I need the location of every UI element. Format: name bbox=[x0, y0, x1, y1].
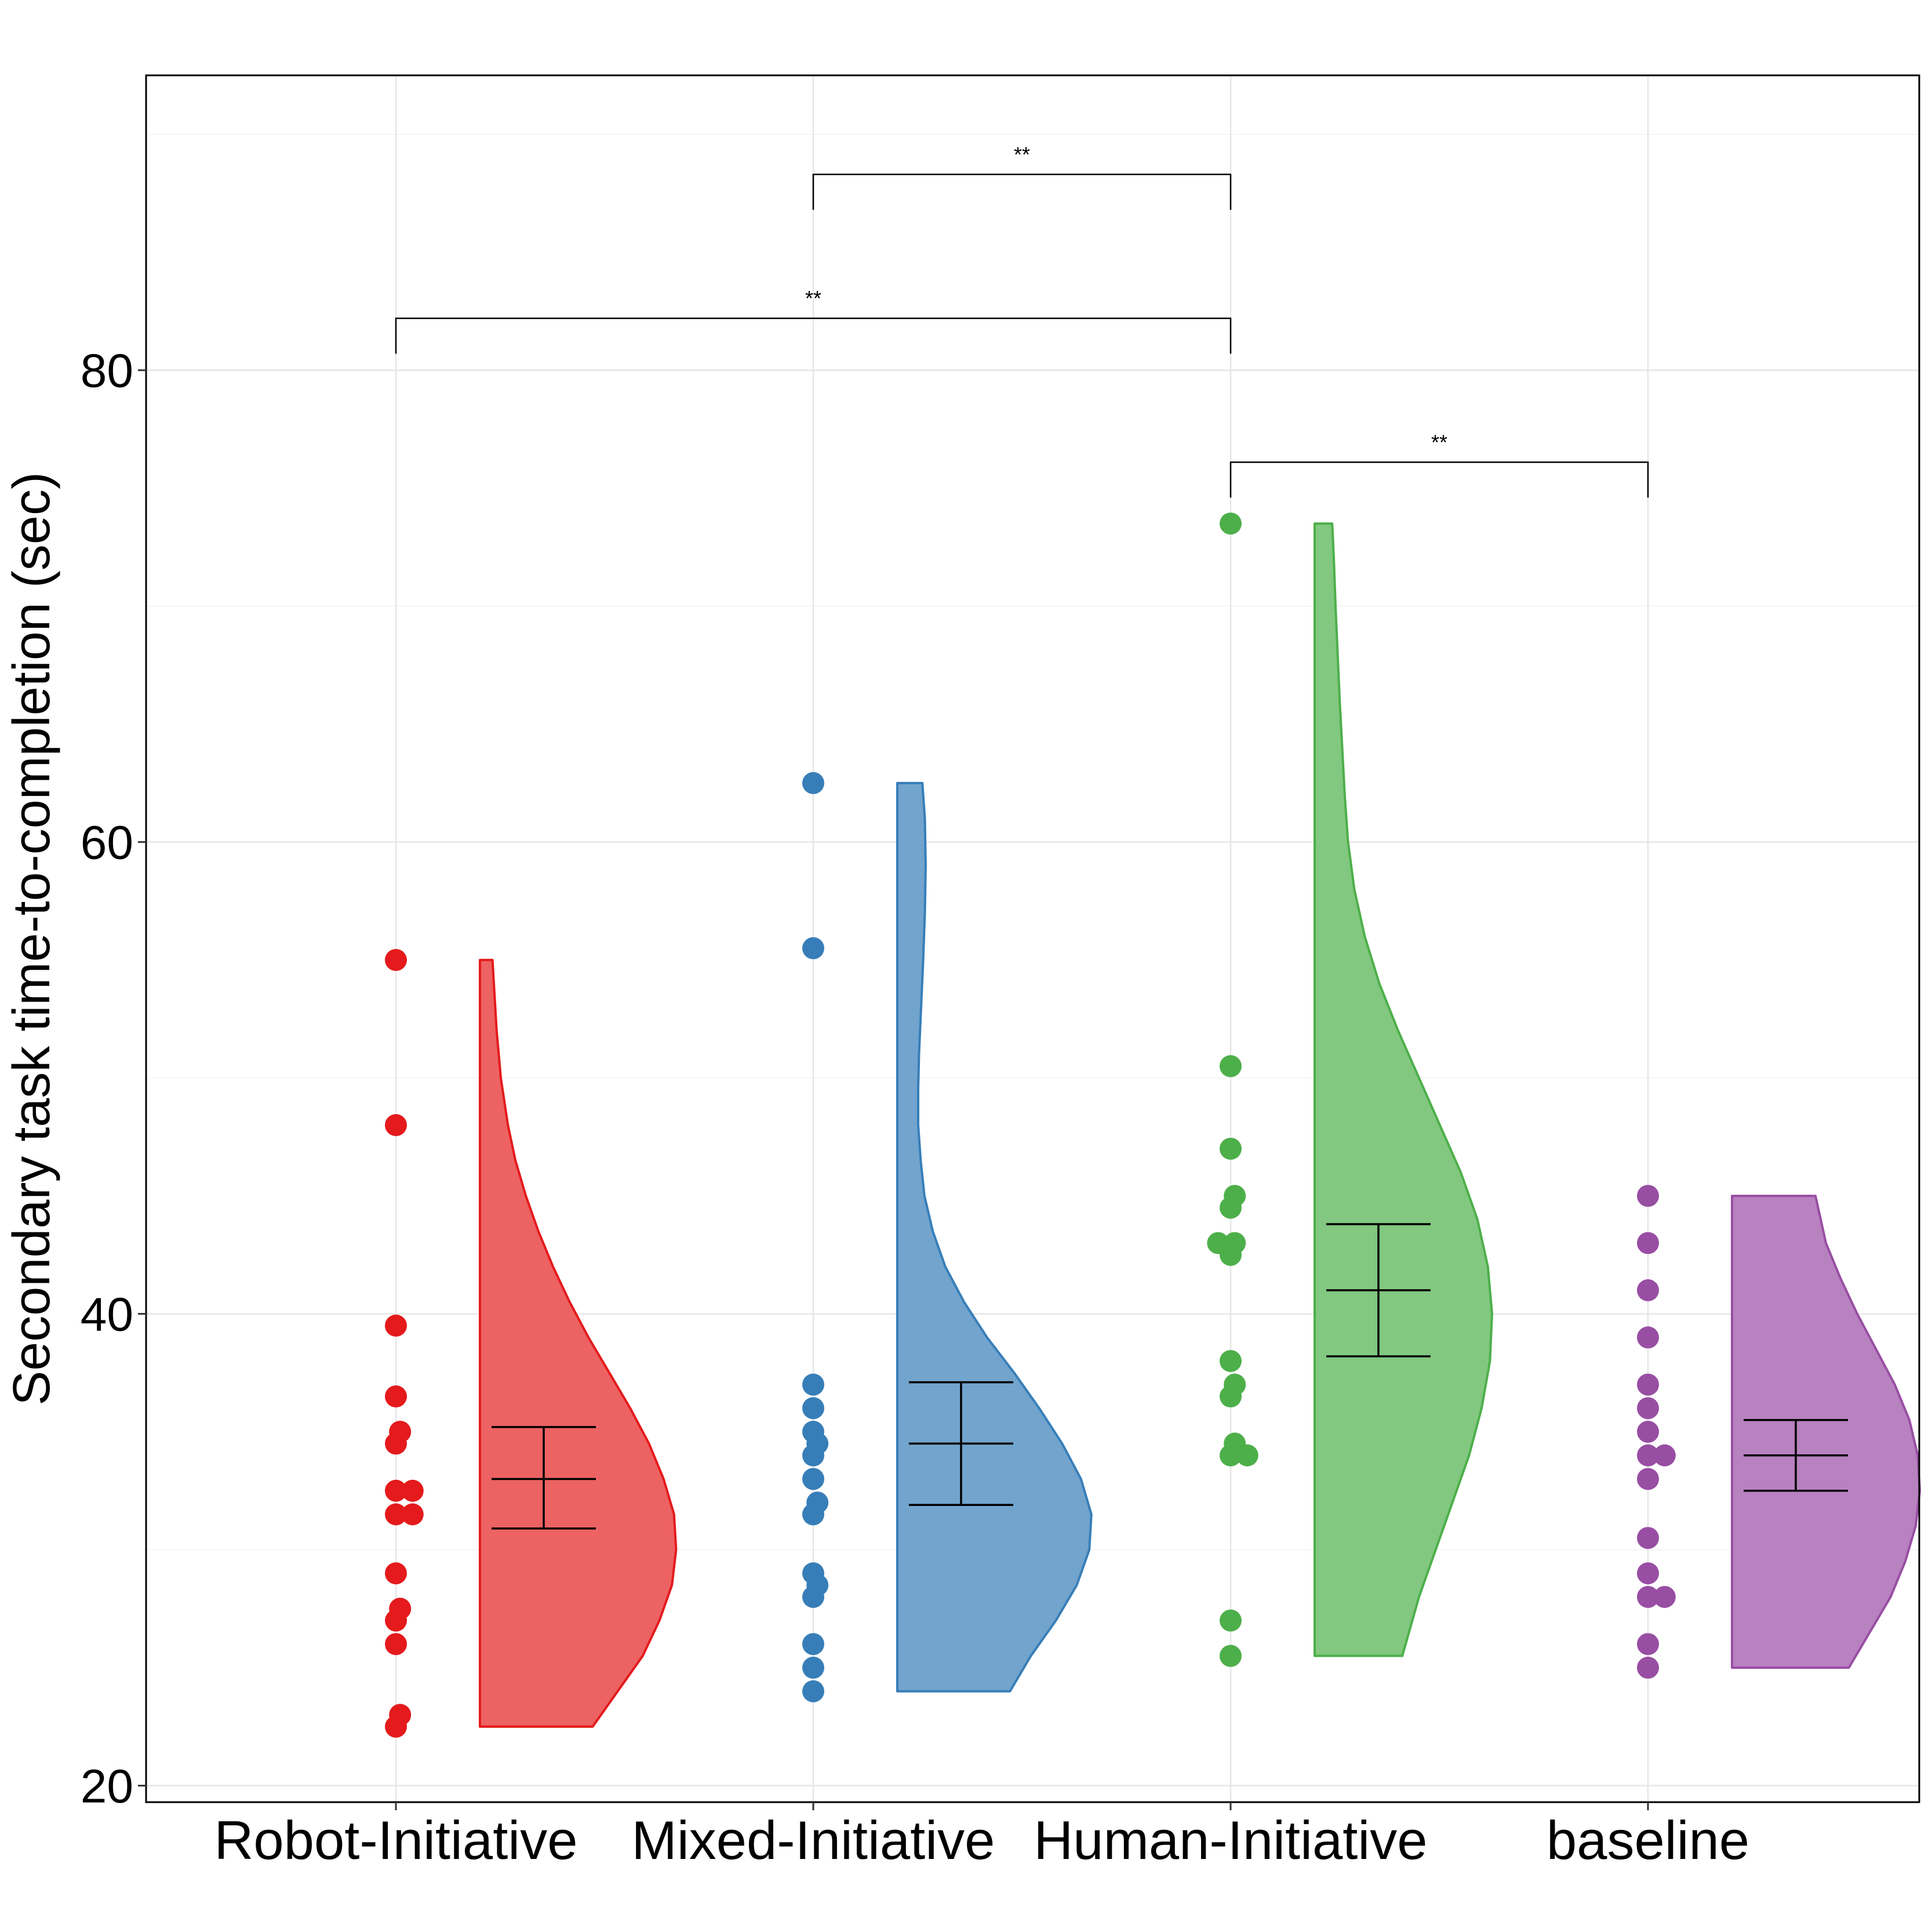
data-point-mixed-initiative bbox=[802, 1444, 824, 1467]
data-point-robot-initiative bbox=[401, 1503, 424, 1526]
data-point-baseline bbox=[1637, 1585, 1659, 1608]
significance-bracket bbox=[812, 173, 1232, 210]
data-point-robot-initiative bbox=[385, 1385, 407, 1408]
y-tick-label: 40 bbox=[81, 1289, 133, 1341]
data-point-mixed-initiative bbox=[802, 937, 824, 959]
significance-bracket bbox=[395, 317, 1232, 354]
data-point-mixed-initiative bbox=[802, 1373, 824, 1396]
significance-bracket bbox=[1229, 461, 1649, 498]
data-point-baseline bbox=[1637, 1633, 1659, 1656]
data-point-human-initiative bbox=[1220, 1349, 1242, 1372]
panel-border bbox=[145, 74, 1920, 1803]
x-category-label: baseline bbox=[1547, 1810, 1749, 1871]
y-tick-label: 80 bbox=[81, 345, 133, 398]
x-category-label: Robot-Initiative bbox=[214, 1810, 578, 1871]
y-axis-title: Secondary task time-to-completion (sec) bbox=[3, 472, 61, 1406]
data-point-mixed-initiative bbox=[802, 1468, 824, 1490]
data-point-robot-initiative bbox=[385, 1562, 407, 1585]
data-point-mixed-initiative bbox=[802, 772, 824, 794]
data-point-mixed-initiative bbox=[802, 1680, 824, 1702]
data-point-baseline bbox=[1637, 1444, 1659, 1467]
x-category-label: Mixed-Initiative bbox=[632, 1810, 995, 1871]
violin-baseline bbox=[1731, 1195, 1921, 1669]
data-point-human-initiative bbox=[1220, 1137, 1242, 1160]
significance-label: ** bbox=[1431, 430, 1447, 454]
data-point-baseline bbox=[1637, 1326, 1659, 1349]
data-point-baseline bbox=[1653, 1585, 1676, 1608]
data-point-baseline bbox=[1637, 1562, 1659, 1585]
data-point-baseline bbox=[1637, 1468, 1659, 1490]
data-point-mixed-initiative bbox=[802, 1585, 824, 1608]
significance-brackets: ** ** ** bbox=[395, 143, 1649, 498]
data-point-human-initiative bbox=[1220, 1243, 1242, 1266]
data-point-robot-initiative bbox=[385, 1479, 407, 1502]
data-point-baseline bbox=[1637, 1421, 1659, 1443]
violin-robot-initiative bbox=[479, 959, 678, 1728]
error-bars bbox=[492, 1223, 1848, 1530]
data-point-robot-initiative bbox=[401, 1479, 424, 1502]
data-point-human-initiative bbox=[1220, 512, 1242, 535]
data-point-robot-initiative bbox=[385, 1432, 407, 1455]
data-point-baseline bbox=[1637, 1397, 1659, 1420]
data-point-baseline bbox=[1653, 1444, 1676, 1467]
data-point-human-initiative bbox=[1236, 1444, 1258, 1467]
data-point-human-initiative bbox=[1220, 1055, 1242, 1078]
data-point-baseline bbox=[1637, 1373, 1659, 1396]
data-point-robot-initiative bbox=[385, 1715, 407, 1738]
data-point-baseline bbox=[1637, 1232, 1659, 1254]
significance-label: ** bbox=[1014, 143, 1030, 166]
data-point-human-initiative bbox=[1220, 1444, 1242, 1467]
data-point-robot-initiative bbox=[385, 949, 407, 972]
data-point-baseline bbox=[1637, 1279, 1659, 1301]
data-point-human-initiative bbox=[1220, 1196, 1242, 1219]
data-point-robot-initiative bbox=[385, 1609, 407, 1632]
data-point-human-initiative bbox=[1220, 1609, 1242, 1632]
data-point-baseline bbox=[1637, 1527, 1659, 1549]
data-point-mixed-initiative bbox=[802, 1657, 824, 1679]
data-point-mixed-initiative bbox=[802, 1503, 824, 1526]
x-category-label: Human-Initiative bbox=[1034, 1810, 1427, 1871]
data-point-baseline bbox=[1637, 1657, 1659, 1679]
y-tick-label: 60 bbox=[81, 817, 133, 869]
data-point-robot-initiative bbox=[385, 1114, 407, 1137]
violin-mixed-initiative bbox=[896, 781, 1093, 1693]
data-point-robot-initiative bbox=[385, 1633, 407, 1656]
data-points bbox=[385, 512, 1676, 1738]
data-point-mixed-initiative bbox=[802, 1397, 824, 1420]
data-point-human-initiative bbox=[1220, 1644, 1242, 1667]
axes: 20 40 60 80 Robot-Initiative Mixed-Initiative… bbox=[81, 345, 1749, 1871]
violin-human-initiative bbox=[1314, 522, 1493, 1657]
y-tick-label: 20 bbox=[81, 1760, 133, 1813]
violins bbox=[479, 522, 1921, 1728]
significance-label: ** bbox=[805, 286, 821, 310]
data-point-robot-initiative bbox=[385, 1503, 407, 1526]
data-point-robot-initiative bbox=[385, 1314, 407, 1337]
data-point-baseline bbox=[1637, 1185, 1659, 1207]
data-point-mixed-initiative bbox=[802, 1633, 824, 1656]
data-point-human-initiative bbox=[1220, 1385, 1242, 1408]
